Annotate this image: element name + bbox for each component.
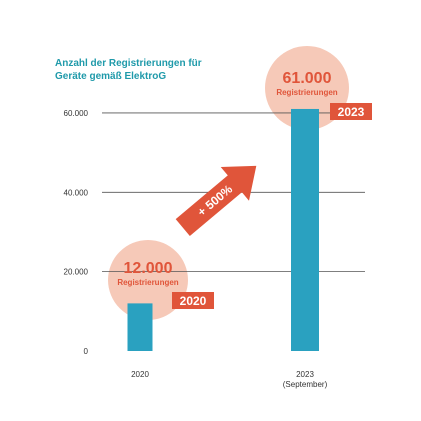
year-badge [172,292,214,309]
callout-bubble [265,46,349,130]
callout-bubble [108,240,188,320]
chart-title-line: Anzahl der Registrierungen für [55,58,202,69]
bar [127,303,153,351]
callout-value: 61.000 [283,70,332,87]
x-tick-label: 2020 [131,370,149,379]
callout-unit-label: Registrierungen [276,88,337,97]
year-badge-label: 2023 [338,105,365,119]
year-badge-label: 2020 [180,294,207,308]
growth-arrow-shape [175,165,257,236]
bar [291,108,319,351]
y-tick-label: 0 [84,347,89,356]
callout-value: 12.000 [124,260,173,277]
growth-arrow: + 500% [175,165,257,236]
y-tick-label: 40.000 [64,188,89,197]
x-tick-label: 2023 (September) [283,370,328,389]
chart-title-line: Geräte gemäß ElektroG [55,71,166,82]
y-tick-label: 20.000 [64,268,89,277]
callout-unit-label: Registrierungen [117,278,178,287]
year-badge [330,103,372,120]
y-tick-label: 60.000 [64,109,89,118]
